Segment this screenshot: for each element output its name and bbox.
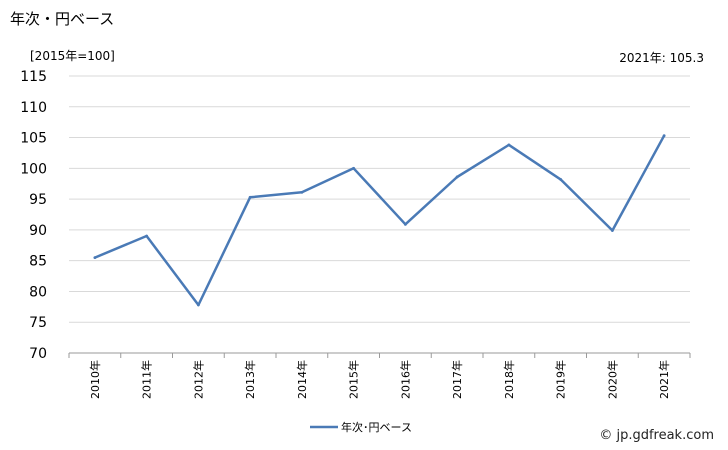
data-point	[662, 134, 666, 138]
x-tick-label: 2013年	[243, 360, 257, 399]
data-point	[352, 166, 356, 170]
y-tick-label: 95	[29, 192, 47, 208]
y-tick-label: 105	[20, 131, 47, 147]
x-tick-label: 2011年	[140, 360, 154, 399]
data-point	[610, 229, 614, 232]
data-point	[403, 222, 407, 226]
y-tick-label: 70	[29, 346, 47, 362]
x-tick-label: 2015年	[347, 360, 361, 399]
series-layer	[93, 134, 666, 307]
chart-title: 年次・円ベース	[10, 10, 115, 28]
data-point	[93, 256, 97, 259]
x-tick-label: 2016年	[398, 360, 412, 399]
x-axis: 2010年 2011年 2012年 2013年 2014年 2015年 2016年 2017年…	[68, 353, 691, 399]
series-line	[94, 135, 666, 307]
data-point	[196, 303, 200, 307]
data-point	[248, 195, 252, 199]
x-tick-label: 2021年	[657, 360, 671, 399]
x-tick-label: 2012年	[191, 360, 205, 399]
y-tick-label: 80	[29, 284, 47, 300]
y-tick-label: 75	[29, 315, 47, 331]
y-tick-label: 85	[29, 254, 47, 270]
y-tick-label: 100	[20, 161, 47, 177]
legend: 年次･円ベース	[310, 420, 412, 434]
data-point	[507, 143, 511, 147]
x-tick-label: 2017年	[450, 360, 464, 399]
y-tick-label: 90	[29, 223, 47, 239]
legend-label: 年次･円ベース	[341, 420, 412, 434]
x-tick-label: 2019年	[554, 360, 568, 399]
data-point	[455, 175, 459, 179]
data-point	[145, 234, 149, 238]
x-tick-label: 2018年	[502, 360, 516, 399]
data-point	[559, 178, 563, 181]
data-point	[300, 190, 304, 194]
y-tick-label: 115	[20, 69, 47, 85]
x-tick-label: 2010年	[88, 360, 102, 399]
y-tick-label: 110	[20, 100, 47, 116]
y-axis-ticks: 70 75 80 85 90 95 100 105 110 115	[20, 69, 47, 362]
x-tick-label: 2020年	[605, 360, 619, 399]
credit-text: © jp.gdfreak.com	[599, 428, 714, 443]
unit-label: [2015年=100]	[30, 49, 115, 63]
x-tick-label: 2014年	[295, 360, 309, 399]
latest-value-label: 2021年: 105.3	[619, 51, 704, 65]
